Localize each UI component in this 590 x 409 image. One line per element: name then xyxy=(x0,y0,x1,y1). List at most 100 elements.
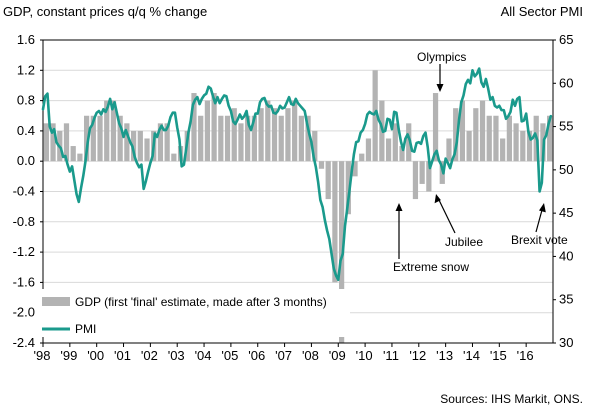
gdp-bar xyxy=(332,161,338,283)
gdp-bar xyxy=(493,115,499,162)
gdp-bar xyxy=(506,115,512,162)
x-tick-label: '16 xyxy=(517,348,534,363)
gdp-bar xyxy=(224,115,231,162)
gdp-bar xyxy=(70,146,76,162)
gdp-bar xyxy=(453,108,459,162)
gdp-bar xyxy=(486,115,492,162)
gdp-bar xyxy=(238,123,244,162)
left-tick-label: -2.4 xyxy=(13,335,35,350)
annotation-olympics-arrowhead xyxy=(436,84,444,92)
annotation-extreme-snow-arrowhead xyxy=(395,203,403,211)
right-tick-label: 45 xyxy=(559,205,573,220)
left-tick-label: -0.4 xyxy=(13,184,35,199)
right-tick-label: 65 xyxy=(559,32,573,47)
gdp-bar xyxy=(312,130,318,162)
annotation-extreme-snow: Extreme snow xyxy=(393,260,469,274)
gdp-bar xyxy=(325,161,331,200)
x-tick-label: '02 xyxy=(141,348,158,363)
gdp-bar xyxy=(359,153,365,162)
gdp-bar xyxy=(50,123,56,162)
legend: GDP (first 'final' estimate, made after … xyxy=(38,289,350,337)
gdp-bar xyxy=(298,115,304,162)
left-tick-label: 0.8 xyxy=(17,93,35,108)
annotation-jubilee-arrow xyxy=(438,199,456,234)
gdp-bar xyxy=(318,161,325,169)
annotation-brexit-vote-arrow xyxy=(535,209,543,233)
gdp-bar xyxy=(271,108,278,162)
x-tick-label: '99 xyxy=(60,348,77,363)
x-tick-label: '10 xyxy=(356,348,373,363)
x-tick-label: '98 xyxy=(34,348,51,363)
gdp-bar xyxy=(547,115,553,162)
x-tick-label: '00 xyxy=(87,348,104,363)
x-tick-label: '01 xyxy=(114,348,131,363)
gdp-bar xyxy=(305,115,311,162)
gdp-bar xyxy=(90,115,96,162)
gdp-bar xyxy=(419,161,425,184)
gdp-bar xyxy=(104,100,110,162)
gdp-bar xyxy=(144,138,150,162)
x-tick-label: '06 xyxy=(248,348,265,363)
gdp-bar xyxy=(258,108,264,162)
right-tick-label: 60 xyxy=(559,75,573,90)
gdp-bar xyxy=(446,138,452,162)
source-note: Sources: IHS Markit, ONS. xyxy=(440,392,583,406)
gdp-bar xyxy=(385,138,392,162)
gdp-bar xyxy=(117,115,123,162)
legend-gdp-label: GDP (first 'final' estimate, made after … xyxy=(75,295,327,309)
gdp-bar xyxy=(500,138,506,162)
gdp-bar xyxy=(426,161,432,192)
right-tick-label: 40 xyxy=(559,248,573,263)
gdp-bar xyxy=(459,100,466,162)
x-axis-ticks: '98 '99 '00 '01 '02 '03 '04 '05 '06 '07 '08 '09 '10 '… xyxy=(34,343,534,363)
x-tick-label: '14 xyxy=(463,348,480,363)
gdp-bar xyxy=(365,138,372,162)
gdp-bar xyxy=(412,161,419,200)
x-tick-label: '07 xyxy=(275,348,292,363)
gdp-bar xyxy=(204,100,211,162)
gdp-bar xyxy=(392,123,398,162)
gdp-bar xyxy=(479,100,486,162)
left-tick-label: 1.6 xyxy=(17,32,35,47)
pmi-line xyxy=(41,67,553,282)
annotation-brexit-vote: Brexit vote xyxy=(511,233,568,247)
gdp-bar xyxy=(77,153,83,162)
annotations: Olympics Extreme snow Jubilee Brexit vot… xyxy=(393,50,568,274)
gdp-bar xyxy=(466,130,472,162)
right-tick-label: 35 xyxy=(559,292,573,307)
gdp-bar xyxy=(526,130,533,162)
right-tick-label: 50 xyxy=(559,162,573,177)
legend-pmi-label: PMI xyxy=(75,322,96,336)
gdp-bar xyxy=(278,115,284,162)
gdp-bar xyxy=(345,161,351,215)
gdp-bar xyxy=(124,123,130,162)
annotation-jubilee: Jubilee xyxy=(445,235,483,249)
left-tick-label: 0.0 xyxy=(17,153,35,168)
legend-background xyxy=(38,289,350,337)
gdp-bar xyxy=(63,123,70,162)
gdp-bar xyxy=(399,146,405,162)
gdp-bar xyxy=(432,93,439,162)
left-tick-label: 1.2 xyxy=(17,62,35,77)
gdp-bar xyxy=(191,93,197,162)
gdp-bar xyxy=(265,100,271,162)
left-axis-title: GDP, constant prices q/q % change xyxy=(3,4,207,19)
gdp-bar xyxy=(110,100,117,162)
x-tick-label: '08 xyxy=(302,348,319,363)
legend-gdp-swatch xyxy=(42,297,70,306)
gdp-bar xyxy=(473,108,479,162)
gdp-bar xyxy=(97,115,103,162)
gdp-bar xyxy=(520,130,526,162)
gdp-bar xyxy=(231,108,237,162)
gdp-bar xyxy=(164,123,170,162)
gdp-bar xyxy=(137,130,143,162)
x-tick-label: '05 xyxy=(221,348,238,363)
gdp-bars xyxy=(43,70,553,343)
right-axis-title: All Sector PMI xyxy=(501,4,583,19)
left-tick-label: -1.6 xyxy=(13,274,35,289)
x-tick-label: '04 xyxy=(195,348,212,363)
gdp-bar xyxy=(84,115,90,162)
gdp-bar xyxy=(251,115,257,162)
x-tick-label: '11 xyxy=(383,348,399,363)
